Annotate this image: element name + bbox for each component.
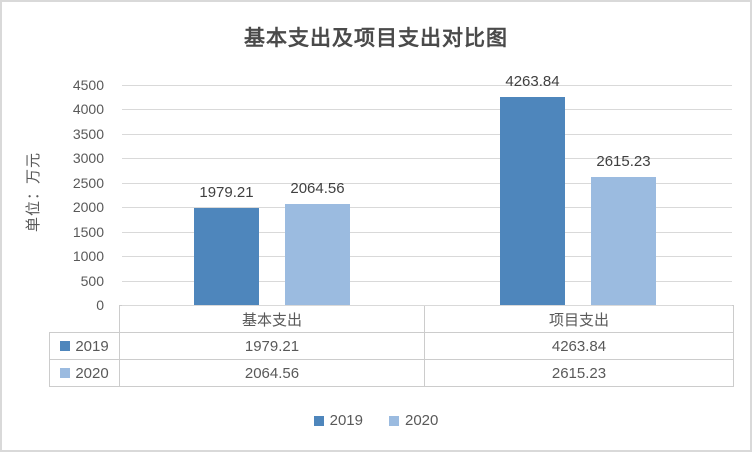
series-2020-label: 2020 <box>75 364 109 382</box>
y-tick-label: 4500 <box>72 77 104 93</box>
legend-2019-key-icon <box>313 415 324 426</box>
y-tick-label: 500 <box>80 272 104 289</box>
gridline <box>122 158 732 160</box>
cell-2020-basic: 2064.56 <box>119 359 425 387</box>
chart-title: 基本支出及项目支出对比图 <box>244 27 508 50</box>
legend: 2019 2020 <box>2 412 750 429</box>
table-row: 2019 1979.21 4263.84 <box>49 332 734 360</box>
gridline <box>122 231 732 233</box>
bar-value-label: 2615.23 <box>596 153 651 171</box>
gridline <box>122 207 732 209</box>
table-row: 2020 2064.56 2615.23 <box>49 359 734 387</box>
y-tick-label: 2500 <box>72 174 104 191</box>
table-header-row: 基本支出 项目支出 <box>50 305 734 333</box>
gridline <box>122 256 732 258</box>
y-tick-label: 3500 <box>72 125 104 142</box>
series-2020-key-icon <box>60 368 71 378</box>
y-tick-label: 2000 <box>72 199 104 216</box>
row-label-2019: 2019 <box>49 332 120 360</box>
gridline <box>122 182 732 184</box>
category-header-project: 项目支出 <box>424 305 734 333</box>
legend-2020-key-icon <box>389 415 399 426</box>
cell-2020-project: 2615.23 <box>424 359 734 387</box>
legend-2019-label: 2019 <box>329 412 363 429</box>
legend-2020-label: 2020 <box>405 412 439 429</box>
cell-2019-project: 4263.84 <box>424 332 734 360</box>
y-axis-title: 单位：万元 <box>25 152 42 233</box>
gridline <box>122 133 732 135</box>
bar-2019-基本支出 <box>194 208 259 305</box>
data-table: 基本支出 项目支出 2019 1979.21 4263.84 2020 2064… <box>49 305 734 387</box>
bar-2020-项目支出 <box>591 177 656 305</box>
gridline <box>122 109 732 111</box>
category-header-basic: 基本支出 <box>119 305 425 333</box>
y-tick-label: 3000 <box>72 150 104 167</box>
series-2019-key-icon <box>60 341 71 351</box>
cell-2019-basic: 1979.21 <box>119 332 425 360</box>
gridline <box>122 280 732 282</box>
legend-item-2019: 2019 <box>313 412 363 429</box>
bar-value-label: 4263.84 <box>505 72 560 90</box>
legend-item-2020: 2020 <box>389 412 438 429</box>
bar-value-label: 1979.21 <box>199 184 254 202</box>
series-2019-label: 2019 <box>75 337 109 355</box>
y-tick-label: 1500 <box>72 223 104 240</box>
gridline <box>122 305 732 306</box>
bar-2019-项目支出 <box>500 96 565 305</box>
row-label-2020: 2020 <box>49 359 120 387</box>
y-tick-label: 4000 <box>72 101 104 118</box>
y-tick-label: 0 <box>96 297 104 313</box>
bar-value-label: 2064.56 <box>290 180 345 198</box>
gridline <box>122 85 732 86</box>
bar-2020-基本支出 <box>285 204 350 305</box>
y-tick-label: 1000 <box>72 248 104 265</box>
